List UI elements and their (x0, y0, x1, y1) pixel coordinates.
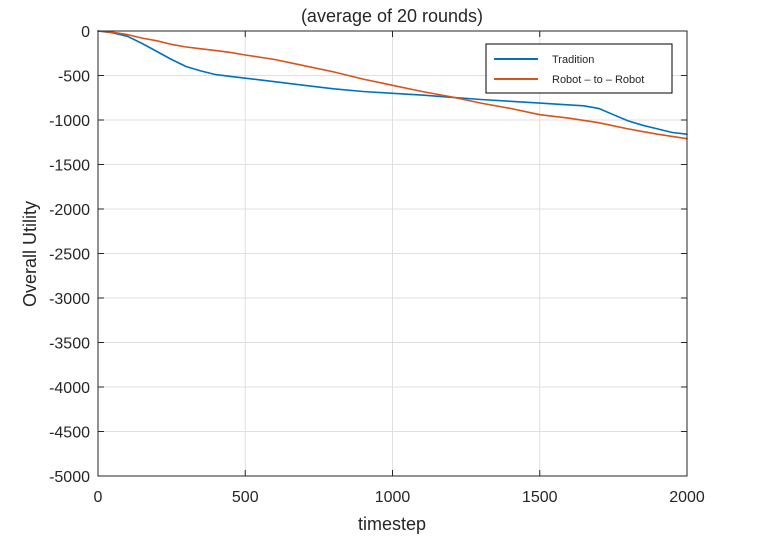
grid (97, 30, 688, 477)
x-tick-label: 0 (94, 489, 103, 506)
x-tick-label: 500 (232, 489, 259, 506)
y-tick-label: 0 (81, 24, 90, 41)
y-tick-label: -2500 (49, 247, 90, 264)
y-tick-label: -3500 (49, 336, 90, 353)
y-tick-label: -4000 (49, 380, 90, 397)
legend-label-robot-to-robot: Robot – to – Robot (552, 74, 644, 86)
y-tick-label: -4500 (49, 425, 90, 442)
y-tick-label: -3000 (49, 291, 90, 308)
ticks (97, 30, 688, 477)
x-axis-label: timestep (358, 514, 426, 534)
x-tick-label: 1500 (522, 489, 558, 506)
tick-labels: 0 500 1000 1500 2000 0 -500 -1000 -1500 -2000 -250… (49, 24, 705, 506)
series-line-tradition (97, 30, 688, 135)
series-lines (97, 30, 688, 140)
series-line-robot-to-robot (97, 30, 688, 140)
y-tick-label: -1500 (49, 158, 90, 175)
y-tick-label: -500 (58, 69, 90, 86)
x-tick-label: 1000 (375, 489, 411, 506)
x-tick-label: 2000 (669, 489, 705, 506)
legend: Tradition Robot – to – Robot (485, 43, 673, 94)
legend-box (485, 43, 673, 94)
chart-title: (average of 20 rounds) (301, 6, 483, 26)
legend-label-tradition: Tradition (552, 54, 594, 66)
y-tick-label: -2000 (49, 202, 90, 219)
y-tick-label: -5000 (49, 469, 90, 486)
y-tick-label: -1000 (49, 113, 90, 130)
y-axis-label: Overall Utility (20, 201, 40, 307)
